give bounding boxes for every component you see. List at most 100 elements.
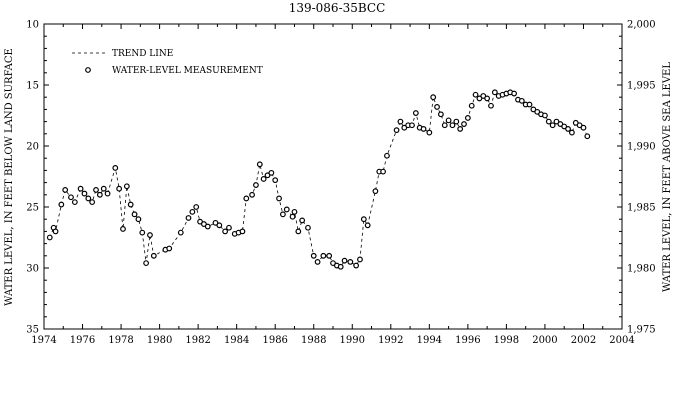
y-left-tick-label: 25 [26, 203, 39, 214]
measurement-point [357, 256, 363, 263]
measurement-point [310, 252, 317, 259]
measurement-point [135, 216, 142, 223]
x-axis-ticks: 1974 1976 1978 1980 1982 1984 1986 1988 1990 1992… [31, 24, 635, 346]
measurement-point [243, 195, 250, 202]
y-left-tick-label: 15 [26, 81, 39, 92]
measurement-point [77, 185, 84, 192]
y-right-tick-label: 1,985 [627, 203, 656, 214]
measurement-point [441, 122, 448, 129]
measurement-point [131, 211, 138, 218]
measurement-point [239, 228, 246, 235]
measurement-point [526, 101, 533, 108]
y-left-axis-ticks: 10 15 20 25 30 35 [26, 20, 49, 336]
x-tick-label: 1990 [340, 335, 365, 346]
measurement-point [420, 126, 427, 132]
measurement-point [488, 102, 494, 109]
measurement-point [337, 263, 344, 270]
x-tick-label: 1986 [262, 335, 287, 346]
measurement-point [295, 228, 302, 235]
measurement-point [372, 188, 379, 195]
measurement-point [453, 118, 460, 125]
chart-title: 139-086-35BCC [289, 1, 386, 15]
measurement-point [305, 224, 311, 231]
measurement-point [341, 257, 348, 264]
y-right-tick-label: 1,975 [627, 325, 656, 336]
measurement-point [409, 122, 415, 129]
y-right-tick-label: 2,000 [627, 20, 656, 31]
x-tick-label: 1996 [455, 335, 480, 346]
measurement-point [299, 217, 306, 224]
measurement-point [216, 222, 223, 229]
measurement-point [256, 161, 263, 168]
measurement-point [166, 245, 173, 252]
measurement-point [150, 252, 157, 259]
measurement-point [283, 206, 290, 213]
y-left-tick-label: 10 [26, 20, 39, 31]
measurement-point [185, 215, 192, 221]
y-axis-left-title: WATER LEVEL, IN FEET BELOW LAND SURFACE [4, 48, 15, 306]
measurement-point [58, 201, 65, 208]
x-tick-label: 1978 [108, 335, 133, 346]
measurement-point [384, 152, 390, 159]
measurement-points [46, 89, 591, 270]
y-right-tick-label: 1,980 [627, 264, 656, 275]
measurement-point [511, 90, 518, 97]
measurement-point [434, 104, 440, 110]
measurement-point [116, 185, 123, 192]
measurement-point [569, 129, 575, 136]
measurement-point [62, 187, 69, 193]
measurement-point [437, 111, 444, 118]
measurement-point [100, 185, 107, 192]
measurement-point [222, 228, 229, 235]
x-tick-label: 1994 [417, 335, 442, 346]
measurement-point [326, 252, 333, 259]
measurement-point [347, 259, 354, 265]
measurement-point [353, 262, 360, 269]
measurement-point [139, 229, 146, 236]
measurement-point [226, 224, 232, 231]
measurement-point [580, 124, 587, 131]
measurement-point [189, 208, 196, 215]
y-left-tick-label: 30 [26, 264, 39, 275]
measurement-point [445, 117, 452, 124]
measurement-point [268, 169, 275, 176]
x-tick-label: 2000 [532, 335, 557, 346]
legend: TREND LINE WATER-LEVEL MEASUREMENT [72, 49, 263, 76]
measurement-point [545, 118, 552, 125]
measurement-point [193, 204, 200, 210]
measurement-point [289, 213, 296, 220]
measurement-point [93, 187, 99, 193]
x-tick-label: 1988 [301, 335, 326, 346]
x-tick-label: 1980 [147, 335, 172, 346]
legend-trend-line-label: TREND LINE [112, 49, 173, 59]
measurement-point [204, 223, 211, 230]
trend-line [49, 91, 588, 268]
y-right-tick-label: 1,995 [627, 81, 656, 92]
measurement-point [104, 190, 111, 197]
measurement-point [147, 232, 153, 238]
legend-measurement-marker [85, 67, 91, 73]
measurement-point [314, 259, 321, 265]
measurement-point [253, 182, 259, 188]
measurement-point [85, 195, 92, 202]
x-tick-label: 1984 [224, 335, 249, 346]
x-tick-label: 1992 [378, 335, 403, 346]
measurement-point [89, 199, 96, 206]
measurement-point [464, 115, 471, 121]
measurement-point [272, 177, 279, 184]
measurement-point [461, 121, 467, 127]
measurement-point [491, 89, 498, 96]
measurement-point [584, 133, 591, 140]
measurement-point [260, 176, 267, 182]
measurement-point [123, 183, 130, 190]
measurement-point [177, 229, 184, 236]
measurement-point [291, 208, 298, 215]
measurement-point [52, 228, 59, 235]
measurement-point [46, 234, 53, 241]
measurement-point [280, 211, 286, 218]
measurement-point [412, 110, 419, 116]
measurement-point [468, 102, 475, 109]
measurement-point [364, 222, 371, 229]
measurement-point [549, 122, 556, 129]
y-left-tick-label: 35 [26, 325, 39, 336]
